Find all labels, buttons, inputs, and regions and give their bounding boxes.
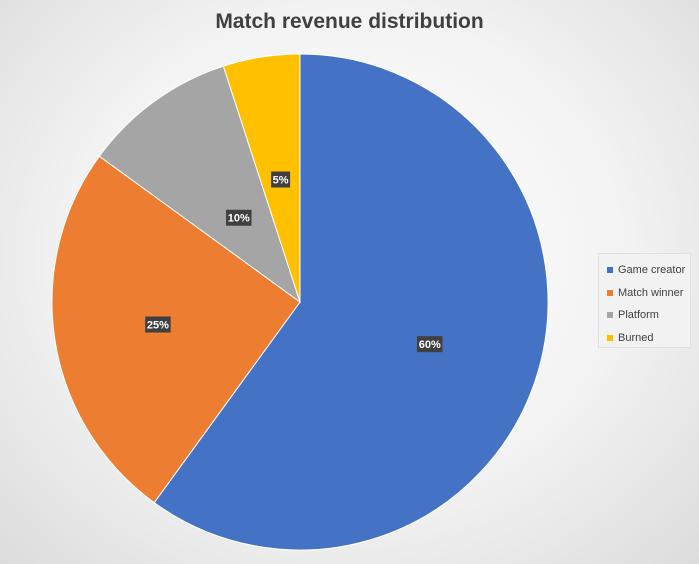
data-label-text: 5% [273,175,289,187]
legend-item-match-winner: Match winner [607,282,690,305]
legend-swatch-match-winner [607,289,613,296]
data-label-match-winner: 25% [145,316,171,333]
legend-label: Match winner [618,286,684,299]
legend-item-burned: Burned [607,327,690,350]
data-label-platform: 10% [226,209,252,226]
legend-item-game-creator: Game creator [607,259,690,282]
data-label-text: 60% [419,339,441,351]
legend-label: Burned [618,331,654,344]
pie-slice-burned [222,53,301,303]
data-label-box [416,336,443,353]
data-label-burned: 5% [271,171,291,188]
pie-slice-game-creator [153,53,549,551]
data-label-box [145,316,171,333]
pie-slice-platform [98,65,301,304]
data-label-text: 25% [147,320,169,332]
legend-label: Game creator [618,264,686,277]
legend-label: Platform [618,309,659,322]
legend-swatch-game-creator [607,267,613,274]
data-label-box [271,171,291,188]
legend-item-platform: Platform [607,304,690,327]
data-label-text: 10% [228,213,250,225]
legend-swatch-burned [607,334,613,341]
data-label-box [226,209,252,226]
data-label-game-creator: 60% [416,336,443,353]
legend-swatch-platform [607,312,613,319]
chart-title: Match revenue distribution [215,10,484,33]
legend: Game creator Match winner Platform Burne… [598,253,691,348]
pie-slice-match-winner [51,155,301,504]
